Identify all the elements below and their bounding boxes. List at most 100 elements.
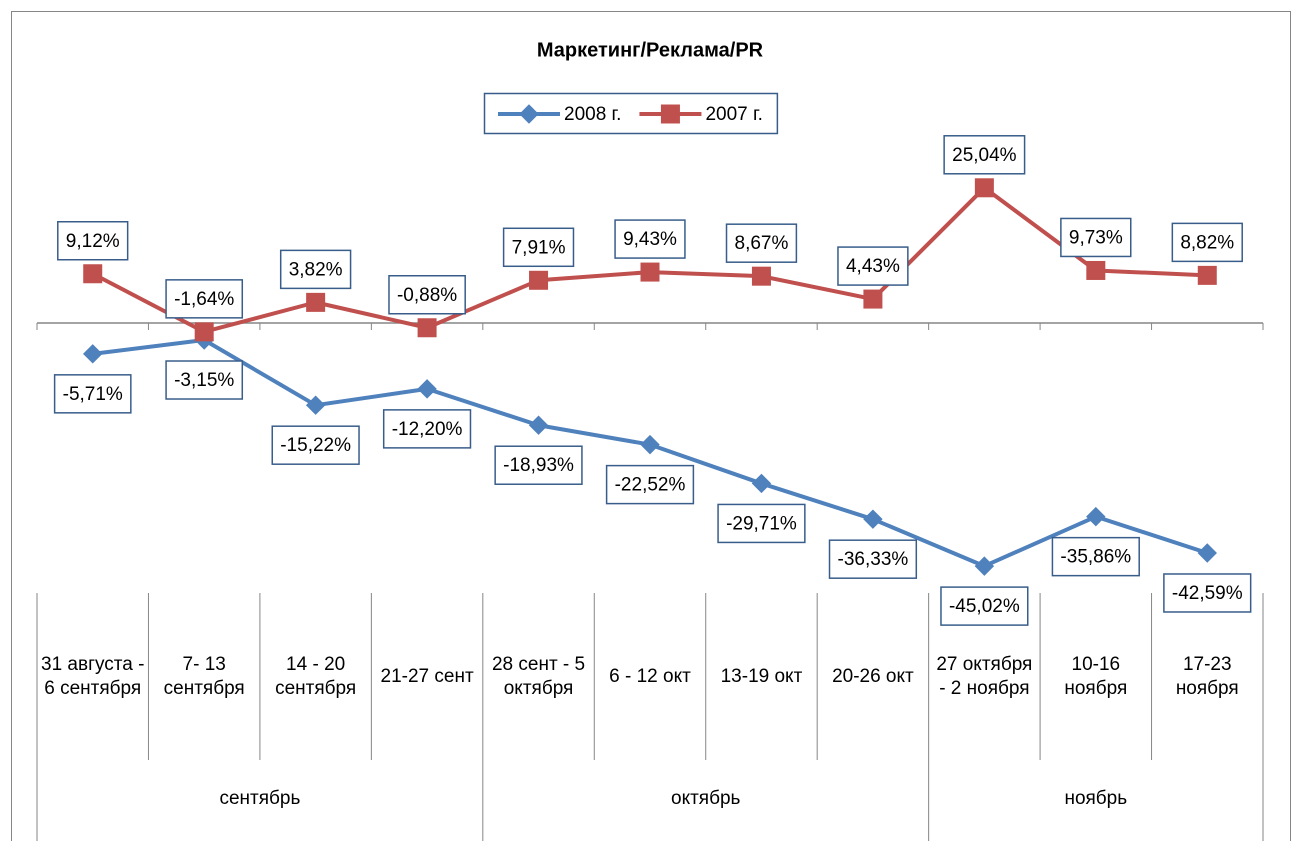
data-label-box: [279, 249, 352, 290]
data-label: -35,86%: [1051, 536, 1140, 577]
data-label-box: [494, 445, 583, 485]
data-label-text: -5,71%: [63, 384, 123, 405]
x-tick-label: 28 сент - 5 октября: [491, 653, 586, 699]
x-tick-label: 17-23 ноября: [1175, 653, 1239, 699]
data-label-text: 8,67%: [735, 233, 789, 254]
data-label-box: [165, 360, 244, 400]
marker: [528, 415, 549, 435]
marker: [751, 473, 772, 494]
data-label: 25,04%: [943, 135, 1026, 175]
marker: [751, 266, 771, 286]
data-label-text: -36,33%: [838, 549, 909, 570]
data-label: 3,82%: [279, 249, 352, 290]
x-tick-label: 20-26 окт: [832, 665, 914, 687]
chart-title: Маркетинг/Реклама/PR: [537, 39, 764, 61]
legend: 2008 г. 2007 г.: [483, 92, 779, 135]
data-label-box: [940, 586, 1029, 626]
data-label-box: [382, 409, 472, 449]
data-label-text: -42,59%: [1172, 583, 1243, 604]
legend-marker: [660, 104, 680, 124]
chart-border: [11, 11, 1291, 841]
marker: [974, 556, 995, 576]
marker: [863, 289, 883, 309]
data-label: -12,20%: [382, 409, 472, 449]
data-label-text: -45,02%: [949, 596, 1020, 617]
data-label-text: -35,86%: [1060, 547, 1131, 568]
data-label: 4,43%: [837, 246, 909, 286]
data-label: -29,71%: [717, 503, 806, 544]
data-label-box: [605, 464, 695, 505]
data-label-text: 9,12%: [66, 231, 120, 252]
data-label-box: [1163, 573, 1252, 613]
marker: [1086, 506, 1106, 527]
data-label: -42,59%: [1163, 573, 1252, 613]
data-label-text: -22,52%: [615, 475, 686, 496]
data-label-box: [837, 246, 909, 286]
data-label: -3,15%: [165, 360, 244, 400]
marker: [974, 178, 994, 198]
data-label: -5,71%: [53, 374, 132, 414]
data-label-box: [943, 135, 1026, 175]
data-label: 9,12%: [57, 221, 129, 261]
data-label-box: [57, 221, 129, 261]
data-label: 9,43%: [614, 219, 686, 259]
marker: [306, 292, 326, 312]
data-label-text: -15,22%: [280, 435, 351, 456]
x-tick-label: 27 октября - 2 ноября: [936, 653, 1033, 699]
data-label: -15,22%: [271, 425, 360, 465]
marker: [417, 379, 437, 399]
data-label-text: 3,82%: [289, 259, 343, 280]
marker: [83, 264, 103, 284]
data-label: 9,73%: [1060, 217, 1132, 258]
data-label-box: [725, 223, 798, 263]
data-label-text: -29,71%: [726, 513, 797, 534]
data-label-text: -12,20%: [392, 419, 463, 440]
data-label: -22,52%: [605, 464, 695, 505]
data-label: 8,67%: [725, 223, 798, 263]
marker: [417, 318, 437, 338]
legend-label: 2008 г.: [564, 104, 621, 125]
data-label-text: 7,91%: [512, 237, 566, 258]
data-label-text: 9,43%: [623, 229, 677, 250]
group-label: октябрь: [671, 788, 741, 809]
data-label-box: [388, 275, 466, 315]
data-label: 7,91%: [502, 227, 575, 268]
data-label-box: [165, 279, 244, 319]
group-label: ноябрь: [1064, 788, 1127, 809]
marker: [863, 509, 883, 529]
marker: [194, 322, 214, 342]
data-label-box: [828, 539, 918, 579]
marker: [640, 262, 660, 282]
group-label: сентябрь: [219, 788, 300, 809]
marker: [83, 344, 103, 364]
data-label: 8,82%: [1171, 222, 1243, 263]
x-tick-label: 10-16 ноября: [1064, 653, 1128, 699]
x-tick-label: 31 августа - 6 сентября: [41, 653, 145, 699]
data-label-box: [717, 503, 806, 544]
marker: [305, 395, 326, 415]
data-label: -0,88%: [388, 275, 466, 315]
data-label: -36,33%: [828, 539, 918, 579]
marker: [640, 434, 660, 455]
x-tick-label: 13-19 окт: [720, 665, 803, 687]
data-label-box: [1060, 217, 1132, 258]
data-label: -45,02%: [940, 586, 1029, 626]
x-tick-label: 21-27 сент: [380, 665, 474, 687]
x-tick-label: 6 - 12 окт: [609, 665, 691, 687]
data-label-text: 4,43%: [846, 256, 900, 277]
data-label-text: -0,88%: [397, 285, 457, 306]
data-label-box: [502, 227, 575, 268]
data-label-text: 25,04%: [952, 145, 1017, 166]
data-label: -18,93%: [494, 445, 583, 485]
legend-marker: [519, 104, 539, 124]
data-label-text: 8,82%: [1180, 232, 1234, 253]
data-label: -1,64%: [165, 279, 244, 319]
x-tick-label: 14 - 20 сентября: [275, 653, 357, 699]
data-label-text: -3,15%: [174, 370, 234, 391]
data-label-box: [614, 219, 686, 259]
data-label-box: [53, 374, 132, 414]
marker: [1197, 265, 1217, 285]
data-label-text: 9,73%: [1069, 227, 1123, 248]
